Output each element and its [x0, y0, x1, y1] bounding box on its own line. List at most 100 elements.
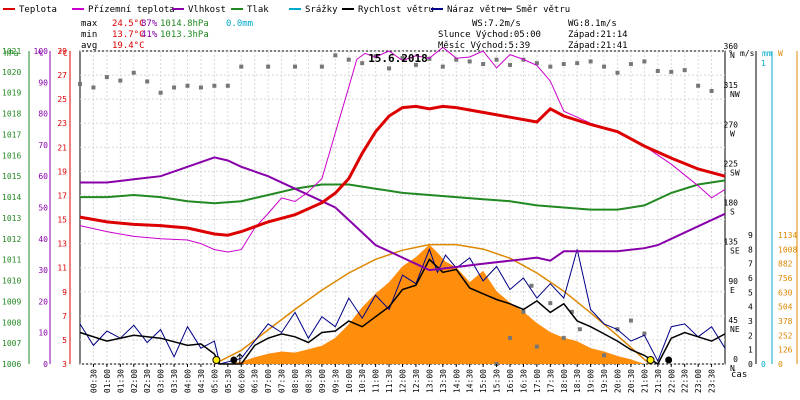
- tick-c: 5: [62, 336, 67, 345]
- dir-point: [373, 54, 378, 59]
- tick-pct: 30: [38, 266, 48, 275]
- dir-point: [440, 64, 445, 69]
- axis-unit-hpa: hPa: [4, 49, 19, 58]
- tick-hpa: 1018: [2, 110, 21, 119]
- tick-dir: SW: [730, 168, 740, 177]
- tick-dir: SE: [730, 247, 740, 256]
- dir-point: [569, 309, 574, 314]
- info: WS:7.2m/s WG:8.1m/s Slunce Východ:05:00 Záp…: [438, 19, 628, 51]
- tick-x: 09:00: [318, 369, 327, 393]
- tick-hpa: 1020: [2, 68, 21, 77]
- tick-c: 23: [57, 119, 67, 128]
- dir-point: [521, 309, 526, 314]
- dir-point: [508, 335, 512, 340]
- tick-hpa: 1017: [2, 130, 21, 139]
- tick-hpa: 1007: [2, 339, 21, 348]
- legend-label-dir: Směr větru: [516, 5, 570, 15]
- dir-point: [655, 68, 660, 73]
- tick-hpa: 1013: [2, 214, 21, 223]
- series-temperature: [79, 104, 726, 237]
- tick-x: 19:30: [600, 369, 609, 393]
- dir-point: [172, 85, 177, 90]
- series-ground-temp: [79, 46, 726, 253]
- dir-point: [413, 62, 418, 67]
- tick-pct: 40: [38, 235, 48, 244]
- dir-point: [400, 55, 405, 60]
- dir-point: [494, 57, 499, 62]
- info-moonrise: Měsíc Východ:5:39: [438, 41, 530, 51]
- axis-unit-pct: %: [38, 49, 43, 58]
- tick-c: 15: [57, 216, 67, 225]
- tick-pct: 100: [34, 47, 49, 56]
- tick-ms: 6: [748, 274, 753, 283]
- tick-ms: 8: [748, 245, 753, 254]
- tick-deg: 270: [724, 120, 739, 129]
- tick-dir: NW: [730, 90, 740, 99]
- tick-ms: 0: [748, 360, 753, 369]
- tick-x: 02:30: [143, 369, 152, 393]
- dir-point: [118, 78, 123, 83]
- tick-hpa: 1010: [2, 277, 21, 286]
- tick-c: 3: [62, 360, 67, 369]
- tick-ms: 7: [748, 260, 753, 269]
- tick-x: 16:00: [506, 369, 515, 393]
- tick-x: 05:00: [210, 369, 219, 393]
- tick-hpa: 1008: [2, 318, 21, 327]
- dir-point: [158, 90, 163, 95]
- tick-x: 01:00: [103, 369, 112, 393]
- tick-x: 14:00: [452, 369, 461, 393]
- tick-x: 08:00: [291, 369, 300, 393]
- tick-dir: N: [730, 51, 735, 60]
- tick-x: 17:00: [533, 369, 542, 393]
- axis-unit-w: W: [778, 49, 783, 58]
- tick-pct: 90: [38, 78, 48, 87]
- tick-hpa: 1012: [2, 235, 21, 244]
- tick-x: 16:30: [519, 369, 528, 393]
- tick-x: 18:00: [560, 369, 569, 393]
- stat-max-rain: 0.0mm: [226, 19, 253, 29]
- dir-point: [131, 70, 136, 75]
- tick-w: 0: [778, 360, 783, 369]
- dir-point: [346, 57, 351, 62]
- tick-c: 17: [57, 191, 67, 200]
- tick-c: 9: [62, 288, 67, 297]
- stats: max 24.5°C87% 1014.8hPa 0.0mm min 13.7°C41% 10…: [81, 19, 253, 51]
- axis-unit-mm: mm: [762, 49, 772, 58]
- tick-hpa: 1021: [2, 47, 21, 56]
- dir-point: [293, 64, 297, 69]
- tick-deg: 45: [728, 316, 738, 325]
- dir-point: [481, 62, 486, 67]
- tick-x: 13:30: [439, 369, 448, 393]
- legend-label-feel: Přízemní teplota: [88, 5, 175, 15]
- legend-label-pres: Tlak: [247, 5, 269, 15]
- tick-x: 19:00: [587, 369, 596, 393]
- tick-w: 504: [778, 303, 793, 312]
- info-wg: WG:8.1m/s: [568, 19, 617, 29]
- dir-point: [548, 64, 553, 69]
- tick-c: 11: [57, 264, 67, 273]
- legend-label-temp: Teplota: [19, 5, 57, 15]
- tick-c: 21: [57, 143, 67, 152]
- series-gust: [79, 247, 726, 365]
- dir-point: [577, 327, 582, 332]
- tick-x: 14:30: [466, 369, 475, 393]
- tick-x: 18:30: [573, 369, 582, 393]
- moonrise-arrow-icon: [236, 353, 244, 363]
- stat-min-label: min: [81, 30, 97, 40]
- tick-hpa: 1006: [2, 360, 21, 369]
- dir-point: [669, 69, 674, 74]
- moonrise-marker: [230, 356, 238, 364]
- dir-point: [615, 70, 620, 75]
- tick-c: 25: [57, 95, 67, 104]
- tick-deg: 135: [724, 238, 739, 247]
- tick-pct: 80: [38, 110, 48, 119]
- tick-dir: N: [730, 364, 735, 373]
- tick-c: 19: [57, 167, 67, 176]
- tick-x: 02:00: [130, 369, 139, 393]
- stat-avg-label: avg: [81, 41, 97, 51]
- tick-x: 12:30: [412, 369, 421, 393]
- tick-w: 882: [778, 260, 793, 269]
- dir-point: [225, 83, 230, 88]
- info-ws: WS:7.2m/s: [472, 19, 521, 29]
